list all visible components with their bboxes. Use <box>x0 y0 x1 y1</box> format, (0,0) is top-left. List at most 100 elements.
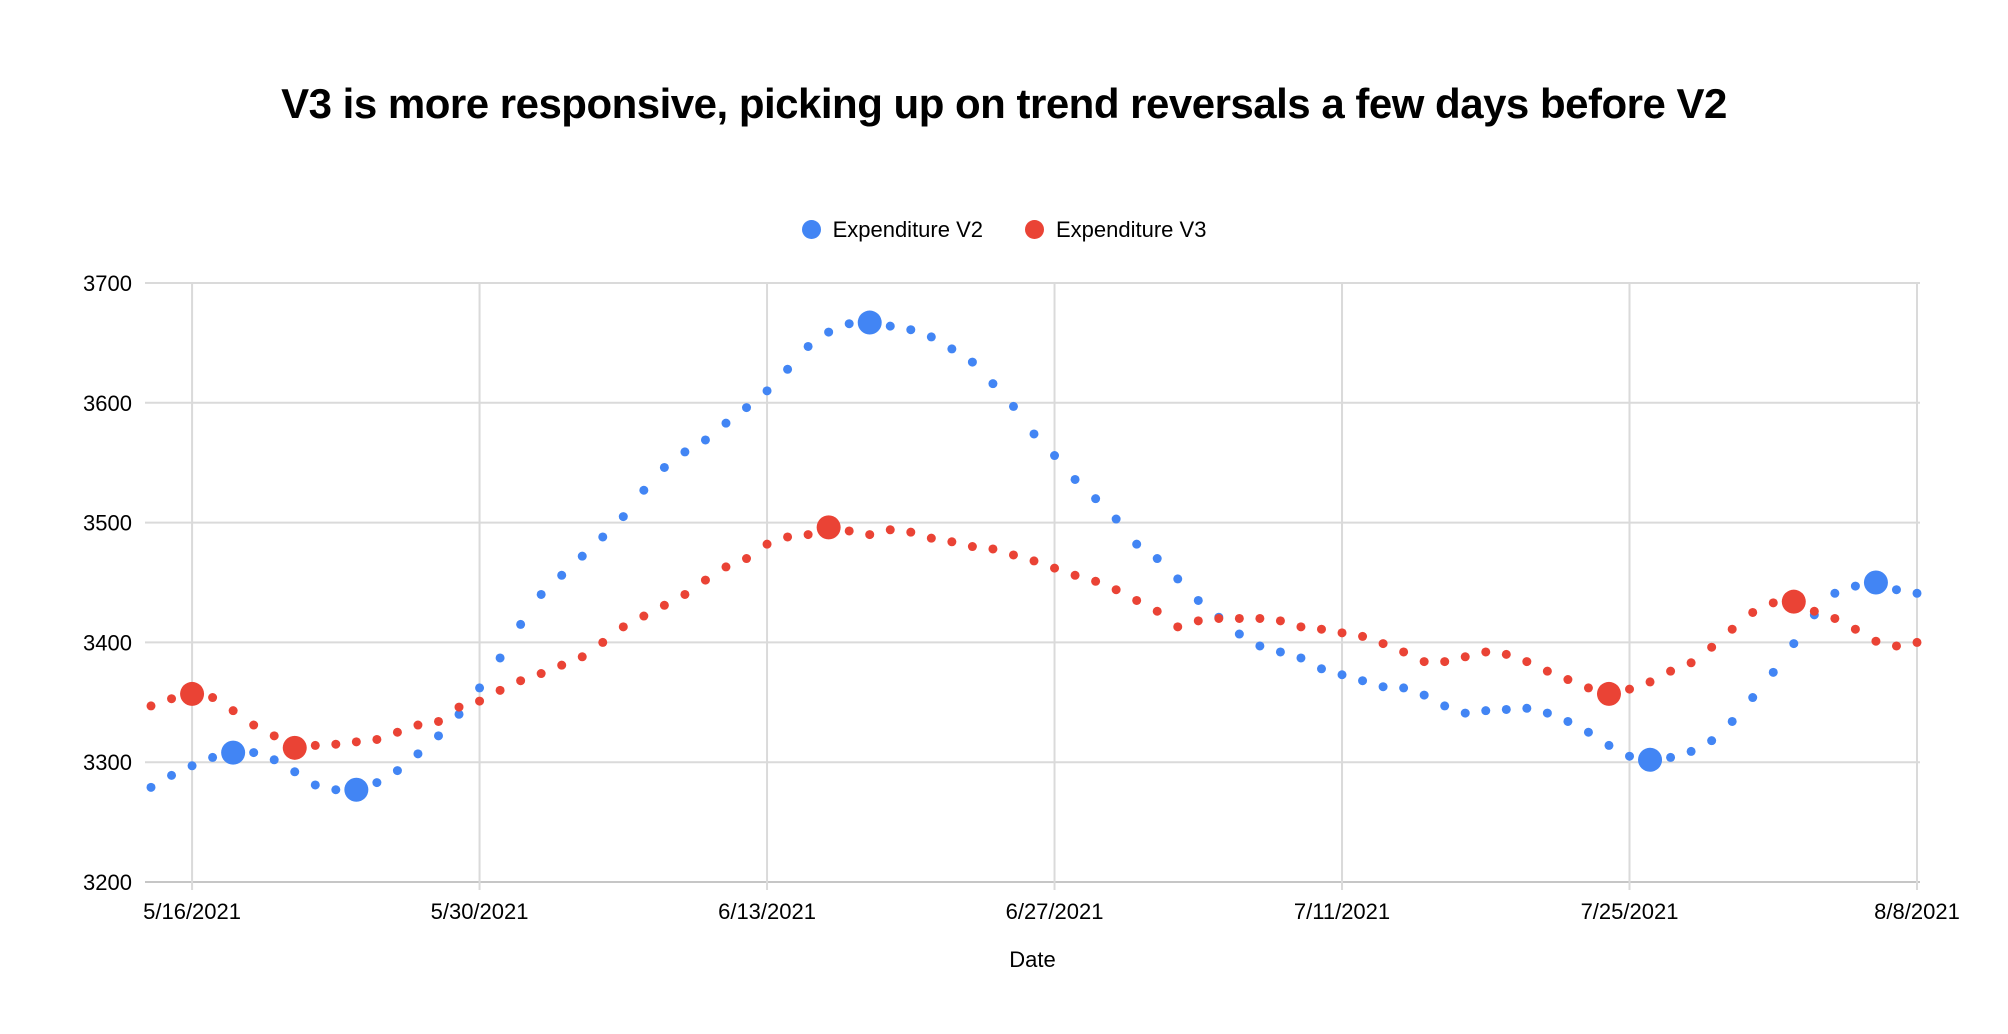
data-point-v3[interactable] <box>249 720 259 730</box>
data-point-v3[interactable] <box>947 537 957 547</box>
data-point-v2[interactable] <box>1255 641 1265 651</box>
data-point-v3-highlight[interactable] <box>180 681 205 706</box>
data-point-v2[interactable] <box>885 321 895 331</box>
data-point-v3[interactable] <box>1316 624 1326 634</box>
data-point-v3[interactable] <box>1234 613 1244 623</box>
data-point-v3[interactable] <box>1070 570 1080 580</box>
data-point-v3[interactable] <box>1337 628 1347 638</box>
data-point-v2[interactable] <box>146 782 156 792</box>
data-point-v3[interactable] <box>1029 556 1039 566</box>
data-point-v3[interactable] <box>659 600 669 610</box>
data-point-v3[interactable] <box>1748 607 1758 617</box>
data-point-v3[interactable] <box>475 696 485 706</box>
data-point-v3[interactable] <box>536 669 546 679</box>
data-point-v3-highlight[interactable] <box>1596 681 1621 706</box>
data-point-v2[interactable] <box>967 357 977 367</box>
data-point-v2[interactable] <box>208 752 218 762</box>
data-point-v3-highlight[interactable] <box>282 735 307 760</box>
data-point-v2[interactable] <box>803 341 813 351</box>
data-point-v2[interactable] <box>824 327 834 337</box>
data-point-v3[interactable] <box>1255 613 1265 623</box>
data-point-v3-highlight[interactable] <box>816 515 841 540</box>
data-point-v2[interactable] <box>475 683 485 693</box>
data-point-v2[interactable] <box>700 435 710 445</box>
data-point-v2[interactable] <box>1830 588 1840 598</box>
data-point-v2[interactable] <box>618 512 628 522</box>
data-point-v3[interactable] <box>1111 585 1121 595</box>
legend-item-v2[interactable]: Expenditure V2 <box>801 217 983 241</box>
data-point-v2[interactable] <box>577 551 587 561</box>
data-point-v2[interactable] <box>1583 727 1593 737</box>
data-point-v2-highlight[interactable] <box>221 740 246 765</box>
data-point-v3[interactable] <box>1563 675 1573 685</box>
data-point-v3[interactable] <box>228 706 238 716</box>
data-point-v2[interactable] <box>1460 708 1470 718</box>
data-point-v2[interactable] <box>783 364 793 374</box>
data-point-v3[interactable] <box>1850 624 1860 634</box>
data-point-v2[interactable] <box>269 755 279 765</box>
data-point-v2[interactable] <box>1481 706 1491 716</box>
data-point-v3[interactable] <box>1440 657 1450 667</box>
data-point-v3[interactable] <box>392 727 402 737</box>
data-point-v2-highlight[interactable] <box>344 777 369 802</box>
data-point-v3[interactable] <box>331 739 341 749</box>
data-point-v2[interactable] <box>1686 746 1696 756</box>
data-point-v2[interactable] <box>331 785 341 795</box>
data-point-v3[interactable] <box>1625 684 1635 694</box>
data-point-v3[interactable] <box>208 693 218 703</box>
data-point-v3[interactable] <box>1399 647 1409 657</box>
data-point-v3[interactable] <box>1686 658 1696 668</box>
data-point-v3[interactable] <box>1542 666 1552 676</box>
data-point-v2[interactable] <box>680 447 690 457</box>
data-point-v2[interactable] <box>1132 539 1142 549</box>
data-point-v2[interactable] <box>454 709 464 719</box>
data-point-v3[interactable] <box>906 527 916 537</box>
data-point-v3[interactable] <box>167 694 177 704</box>
data-point-v3[interactable] <box>1460 652 1470 662</box>
data-point-v2[interactable] <box>1173 574 1183 584</box>
data-point-v3[interactable] <box>639 611 649 621</box>
data-point-v2[interactable] <box>392 766 402 776</box>
data-point-v2[interactable] <box>1522 703 1532 713</box>
data-point-v2-highlight[interactable] <box>1863 570 1888 595</box>
data-point-v2[interactable] <box>1604 740 1614 750</box>
data-point-v3[interactable] <box>1358 631 1368 641</box>
data-point-v3[interactable] <box>146 701 156 711</box>
data-point-v3[interactable] <box>1152 606 1162 616</box>
data-point-v3[interactable] <box>557 660 567 670</box>
data-point-v3[interactable] <box>351 737 361 747</box>
data-point-v3[interactable] <box>1008 550 1018 560</box>
data-point-v2[interactable] <box>290 767 300 777</box>
data-point-v2[interactable] <box>1234 629 1244 639</box>
data-point-v2[interactable] <box>1029 429 1039 439</box>
legend-item-v3[interactable]: Expenditure V3 <box>1025 217 1206 241</box>
data-point-v3[interactable] <box>1296 622 1306 632</box>
data-point-v2[interactable] <box>742 403 752 413</box>
data-point-v3[interactable] <box>1091 576 1101 586</box>
data-point-v2[interactable] <box>1440 701 1450 711</box>
data-point-v3[interactable] <box>1501 649 1511 659</box>
data-point-v3[interactable] <box>721 562 731 572</box>
data-point-v3[interactable] <box>1809 606 1819 616</box>
data-point-v3[interactable] <box>598 637 608 647</box>
data-point-v2[interactable] <box>1008 401 1018 411</box>
data-point-v2[interactable] <box>762 386 772 396</box>
data-point-v3[interactable] <box>1193 616 1203 626</box>
data-point-v2[interactable] <box>721 418 731 428</box>
data-point-v3[interactable] <box>1378 639 1388 649</box>
data-point-v3[interactable] <box>680 589 690 599</box>
data-point-v3[interactable] <box>454 702 464 712</box>
data-point-v2[interactable] <box>495 653 505 663</box>
data-point-v3[interactable] <box>310 740 320 750</box>
data-point-v2[interactable] <box>1337 670 1347 680</box>
data-point-v2[interactable] <box>1070 474 1080 484</box>
data-point-v2[interactable] <box>167 770 177 780</box>
data-point-v2[interactable] <box>413 749 423 759</box>
data-point-v2[interactable] <box>433 731 443 741</box>
data-point-v3-highlight[interactable] <box>1781 589 1806 614</box>
data-point-v2[interactable] <box>536 589 546 599</box>
data-point-v3[interactable] <box>967 542 977 552</box>
data-point-v3[interactable] <box>1419 657 1429 667</box>
data-point-v2[interactable] <box>310 780 320 790</box>
data-point-v2[interactable] <box>1542 708 1552 718</box>
